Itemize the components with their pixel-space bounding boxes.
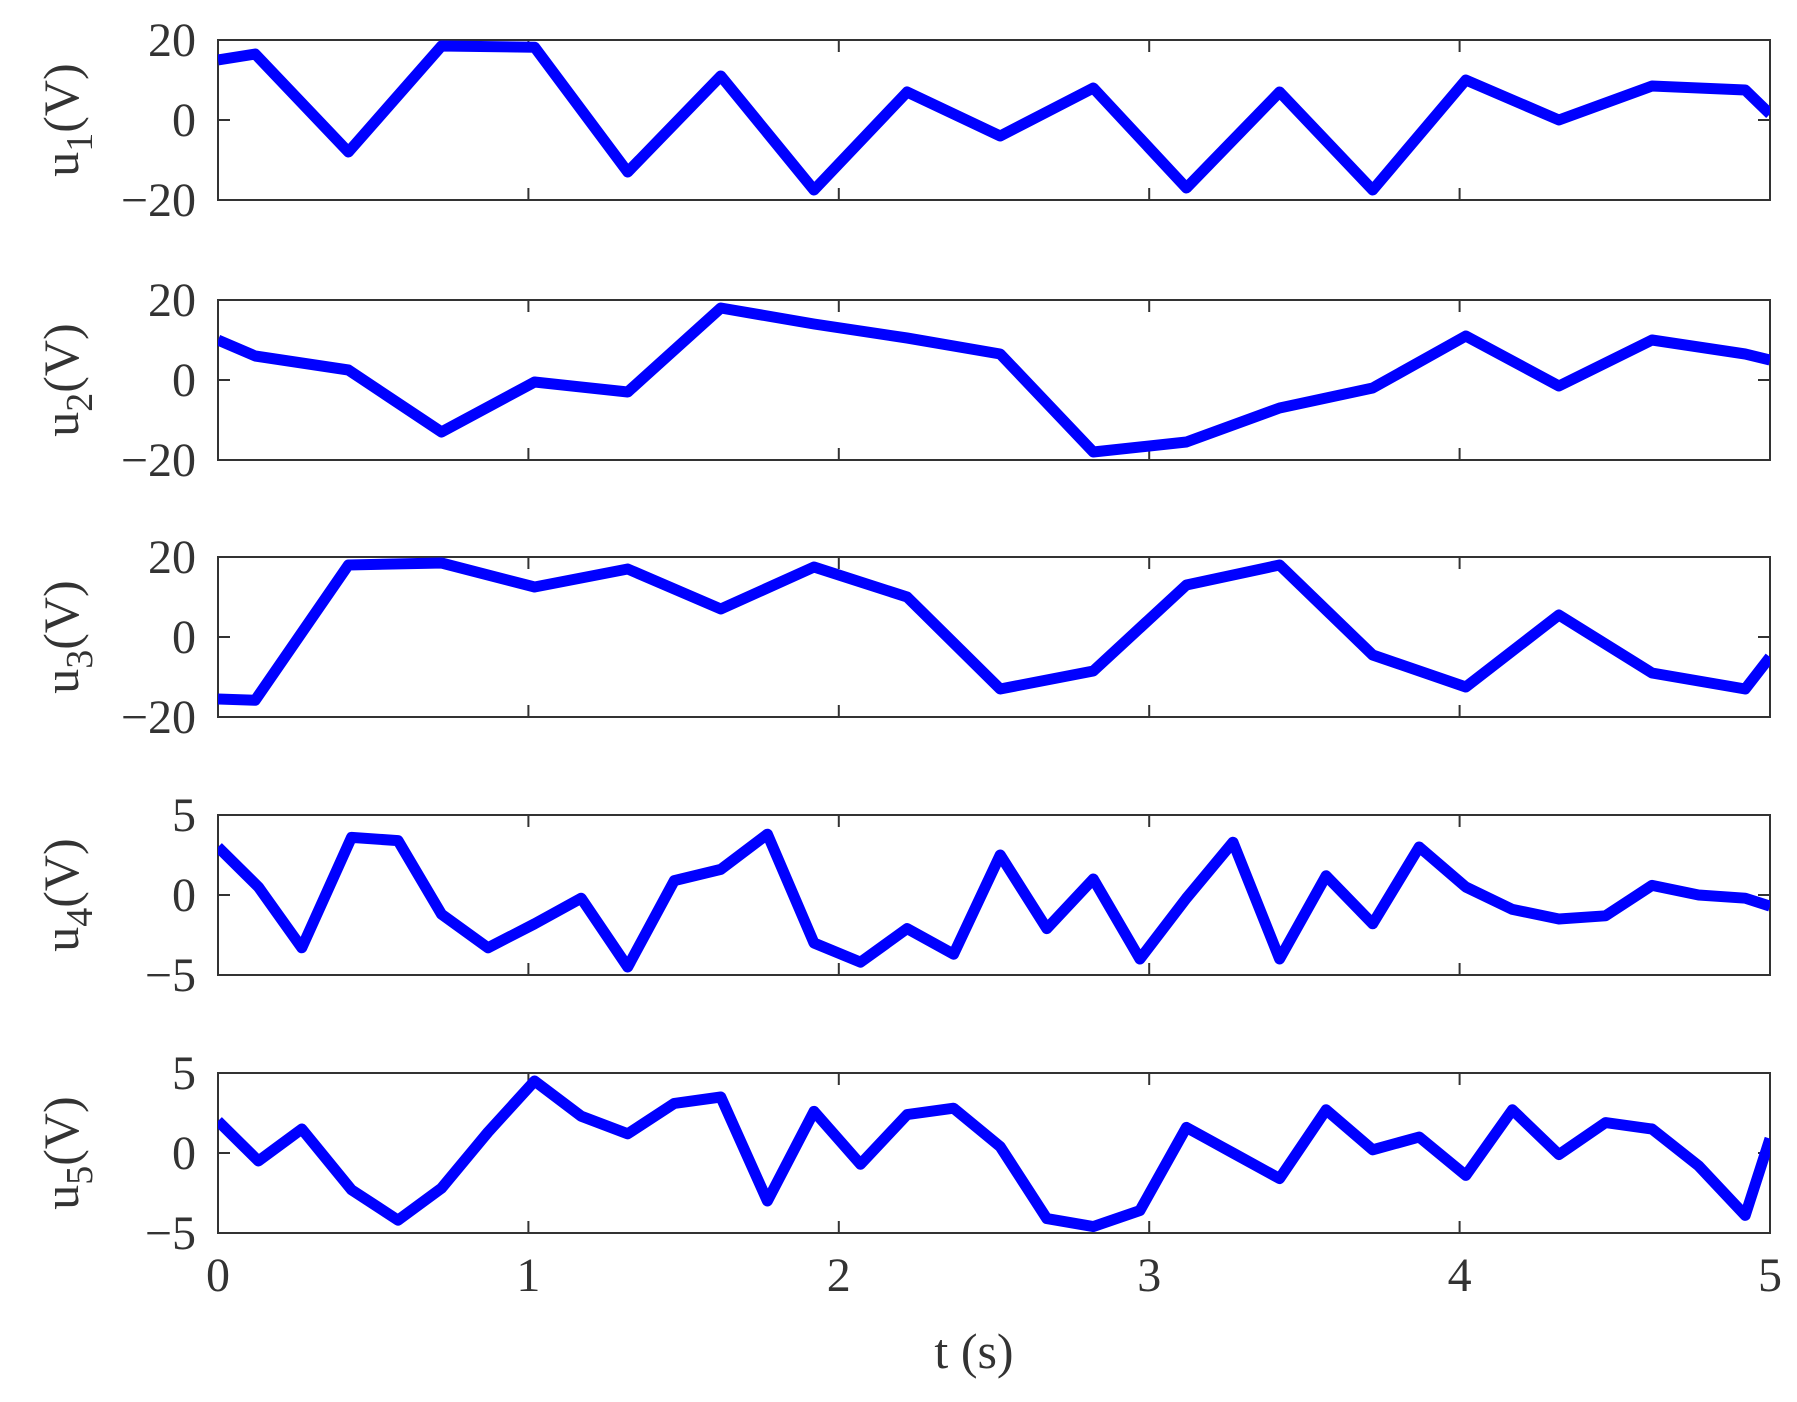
y-axis-label-sub: 5 bbox=[59, 1166, 101, 1185]
y-axis-label: u5(V) bbox=[33, 1096, 101, 1209]
y-tick-label: −20 bbox=[121, 691, 196, 744]
y-axis-label-unit: (V) bbox=[33, 580, 89, 649]
x-tick-label: 5 bbox=[1758, 1249, 1782, 1302]
panel-2: −20 0 20 u2(V) bbox=[33, 274, 1771, 487]
y-axis-label-unit: (V) bbox=[33, 838, 89, 907]
axes-frame bbox=[217, 39, 1771, 201]
y-axis-label-unit: (V) bbox=[33, 63, 89, 132]
y-axis-label-unit: (V) bbox=[33, 1096, 89, 1165]
y-tick-label: −5 bbox=[145, 1207, 196, 1260]
y-tick-label: −20 bbox=[121, 174, 196, 227]
y-axis-label-sub: 4 bbox=[59, 908, 101, 927]
y-axis-label-base: u bbox=[33, 927, 89, 952]
y-tick-label: −5 bbox=[145, 949, 196, 1002]
y-axis-label-base: u bbox=[33, 412, 89, 437]
series-line-u2 bbox=[218, 302, 1770, 458]
y-axis-label: u4(V) bbox=[33, 838, 101, 951]
x-axis-label: t (s) bbox=[934, 1323, 1013, 1379]
x-tick-label: 4 bbox=[1448, 1249, 1472, 1302]
y-axis-label: u3(V) bbox=[33, 580, 101, 693]
y-axis-label-sub: 1 bbox=[59, 133, 101, 152]
series-line-u4 bbox=[218, 828, 1770, 973]
y-axis-label-unit: (V) bbox=[33, 323, 89, 392]
y-tick-label: 0 bbox=[172, 611, 196, 664]
series-line-u3 bbox=[218, 557, 1770, 706]
x-tick-label: 2 bbox=[827, 1249, 851, 1302]
y-axis-label-sub: 3 bbox=[59, 650, 101, 669]
y-tick-label: 0 bbox=[172, 869, 196, 922]
x-tick-label: 1 bbox=[516, 1249, 540, 1302]
y-tick-label: −20 bbox=[121, 434, 196, 487]
y-tick-label: 0 bbox=[172, 94, 196, 147]
x-tick-label: 0 bbox=[206, 1249, 230, 1302]
y-tick-label: 0 bbox=[172, 1127, 196, 1180]
panel-3: −20 0 20 u3(V) bbox=[33, 531, 1771, 744]
axes-frame bbox=[217, 814, 1771, 976]
y-axis-label-sub: 2 bbox=[59, 393, 101, 412]
y-axis-label-base: u bbox=[33, 669, 89, 694]
y-tick-label: 20 bbox=[148, 531, 196, 584]
y-tick-label: 0 bbox=[172, 354, 196, 407]
panel-4: −5 0 5 u4(V) bbox=[33, 789, 1771, 1002]
x-tick-label: 3 bbox=[1137, 1249, 1161, 1302]
y-tick-label: 20 bbox=[148, 274, 196, 327]
y-tick-label: 5 bbox=[172, 789, 196, 842]
series-line-u5 bbox=[218, 1075, 1770, 1233]
y-axis-label-base: u bbox=[33, 152, 89, 177]
panel-1: −20 0 20 u1(V) bbox=[33, 14, 1771, 227]
y-axis-label: u1(V) bbox=[33, 63, 101, 176]
y-tick-label: 20 bbox=[148, 14, 196, 67]
axes-frame bbox=[217, 1072, 1771, 1234]
series-line-u1 bbox=[218, 40, 1770, 196]
y-axis-label-base: u bbox=[33, 1185, 89, 1210]
y-axis-label: u2(V) bbox=[33, 323, 101, 436]
y-tick-label: 5 bbox=[172, 1047, 196, 1100]
